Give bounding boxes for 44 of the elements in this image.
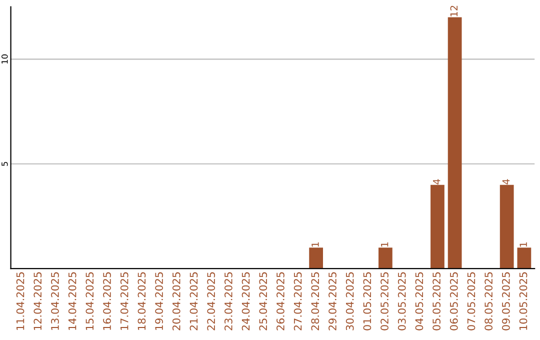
x-tick-label: 20.04.2025	[172, 272, 180, 330]
x-tick-label: 24.04.2025	[242, 272, 250, 330]
x-tick-label: 03.05.2025	[398, 272, 406, 330]
x-tick-label: 22.04.2025	[207, 272, 216, 330]
x-tick-label: 14.04.2025	[68, 272, 76, 330]
x-tick-label: 12.04.2025	[34, 272, 42, 330]
bar	[448, 17, 462, 269]
x-tick-label: 01.05.2025	[363, 272, 372, 330]
x-tick-label: 13.04.2025	[51, 272, 59, 330]
bar	[500, 184, 514, 269]
data-label: 1	[381, 242, 388, 247]
bar	[517, 248, 532, 269]
y-tick-label: 5	[2, 162, 8, 166]
x-tick-label: 25.04.2025	[259, 272, 268, 330]
data-label: 4	[502, 179, 510, 184]
x-tick-label: 23.04.2025	[224, 272, 232, 330]
x-tick-label: 04.05.2025	[415, 272, 424, 330]
x-tick-label: 06.05.2025	[450, 272, 458, 330]
x-tick-label: 09.05.2025	[502, 272, 510, 330]
data-label: 12	[450, 6, 458, 16]
bar	[430, 184, 444, 269]
x-tick-label: 21.04.2025	[190, 272, 198, 330]
data-label: 1	[520, 242, 527, 247]
y-tick-label: 10	[1, 54, 8, 64]
x-tick-label: 18.04.2025	[138, 272, 146, 330]
x-tick-label: 02.05.2025	[380, 272, 388, 330]
x-tick-label: 19.04.2025	[155, 272, 163, 330]
x-tick-label: 08.05.2025	[484, 272, 493, 330]
x-tick-label: 15.04.2025	[86, 272, 94, 330]
x-tick-label: 16.04.2025	[103, 272, 111, 330]
x-tick-label: 29.04.2025	[328, 272, 336, 330]
x-tick-label: 28.04.2025	[311, 272, 320, 330]
x-tick-label: 07.05.2025	[467, 272, 476, 330]
x-tick-label: 05.05.2025	[432, 272, 440, 330]
bar	[378, 248, 392, 269]
x-tick-label: 11.04.2025	[16, 272, 24, 330]
x-tick-label: 10.05.2025	[519, 272, 528, 330]
data-label: 1	[312, 242, 319, 247]
x-tick-label: 17.04.2025	[120, 272, 128, 330]
x-tick-label: 30.04.2025	[346, 272, 354, 330]
bar	[309, 248, 323, 269]
x-tick-label: 26.04.2025	[276, 272, 284, 330]
x-tick-label: 27.04.2025	[294, 272, 302, 330]
data-label: 4	[433, 179, 440, 184]
